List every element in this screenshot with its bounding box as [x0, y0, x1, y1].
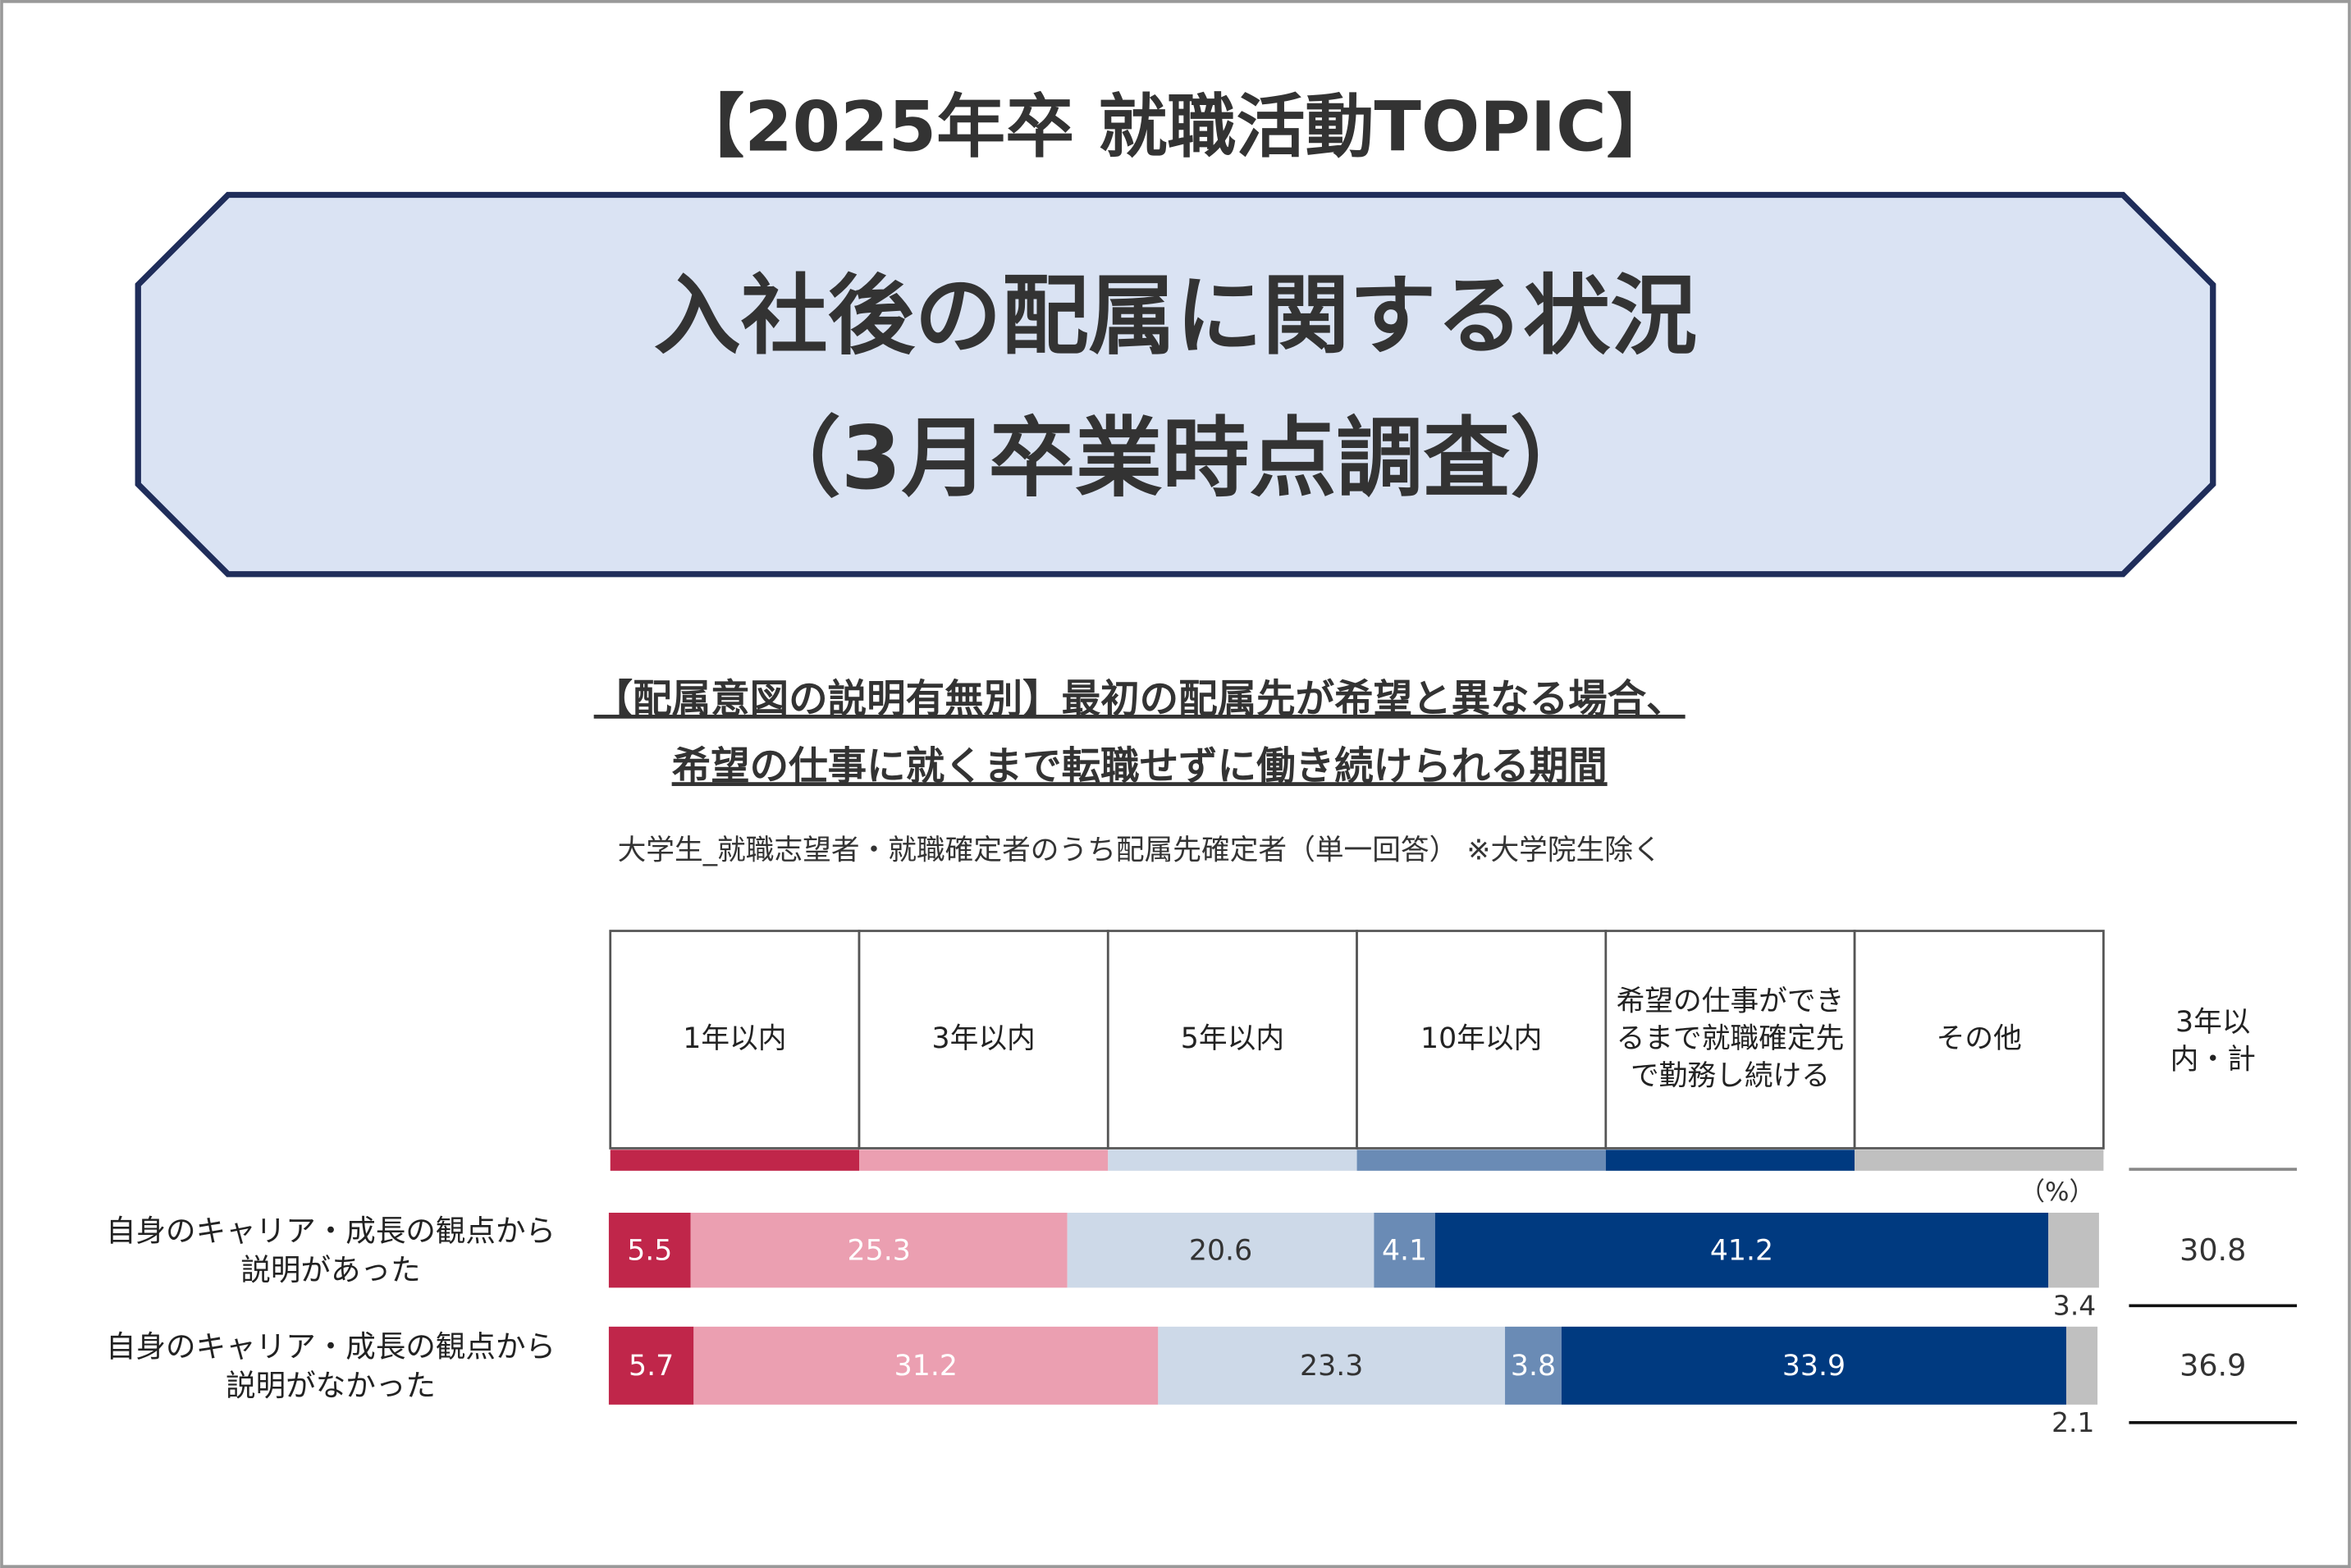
- bar-segment: [608, 1326, 694, 1405]
- row-label: 自身のキャリア・成長の観点から説明がなかった: [105, 1328, 556, 1404]
- value-label: 2.1: [2051, 1406, 2094, 1438]
- legend-swatch: [610, 1150, 860, 1171]
- total-header: 3年以内・計: [2170, 1006, 2256, 1077]
- bar-segment: [1434, 1213, 2049, 1288]
- legend-cell: [858, 930, 1109, 1150]
- value-label: 3.4: [2053, 1290, 2096, 1322]
- legend-label-box: その他: [1936, 1022, 2022, 1056]
- value-label: 25.3: [848, 1235, 911, 1268]
- title-box: [135, 191, 2216, 578]
- value-label: 3.8: [1511, 1350, 1556, 1383]
- row-label-box: 自身のキャリア・成長の観点から説明があった: [105, 1213, 556, 1288]
- legend-label-box: 3年以内: [931, 1022, 1036, 1056]
- row-label-box: 自身のキャリア・成長の観点から説明がなかった: [105, 1328, 556, 1404]
- total-value: 30.8: [2179, 1232, 2246, 1268]
- legend-label: 3年以内: [931, 1022, 1036, 1056]
- row-label: 自身のキャリア・成長の観点から説明があった: [105, 1213, 556, 1288]
- legend-cell: [1356, 930, 1608, 1150]
- bar-segment: [608, 1213, 691, 1288]
- chart-title: 希望の仕事に就くまで転職せずに働き続けられる期間: [672, 744, 1608, 789]
- bar-segment: [1505, 1326, 1562, 1405]
- bar-segment: [690, 1213, 1068, 1288]
- bar-segment: [1374, 1213, 1435, 1288]
- chart-title: 【配属意図の説明有無別】最初の配属先が希望と異なる場合、: [594, 677, 1685, 722]
- legend-label: 希望の仕事ができるまで就職確定先で勤務し続ける: [1616, 985, 1845, 1093]
- bar-segment: [1561, 1326, 2066, 1405]
- legend-cell: [1853, 930, 2105, 1150]
- value-label: 5.7: [629, 1350, 674, 1383]
- total-header-box: 3年以内・計: [2170, 1006, 2256, 1077]
- value-label: 20.6: [1189, 1235, 1252, 1268]
- legend-cell: [1604, 930, 1856, 1150]
- legend-swatch: [1855, 1150, 2104, 1171]
- bar-segment: [1158, 1326, 1506, 1405]
- value-label: 41.2: [1710, 1235, 1773, 1268]
- bar-segment: [2065, 1326, 2098, 1405]
- legend-swatch: [1356, 1150, 1606, 1171]
- legend-label: その他: [1936, 1022, 2022, 1056]
- total-value: 36.9: [2179, 1348, 2246, 1383]
- legend-label-box: 希望の仕事ができるまで就職確定先で勤務し続ける: [1616, 985, 1845, 1093]
- main-title: 入社後の配属に関する状況: [654, 266, 1697, 367]
- bar-segment: [1067, 1213, 1374, 1288]
- value-label: 5.5: [627, 1235, 672, 1268]
- value-label: 23.3: [1300, 1350, 1363, 1383]
- legend-swatch: [859, 1150, 1109, 1171]
- legend-label-box: 1年以内: [683, 1022, 787, 1056]
- value-label: 33.9: [1782, 1350, 1846, 1383]
- topic: 【2025年卒 就職活動TOPIC】: [675, 87, 1676, 167]
- legend-label: 5年以内: [1180, 1022, 1285, 1056]
- legend-swatch: [1108, 1150, 1357, 1171]
- legend-swatch: [1605, 1150, 1855, 1171]
- legend-label-box: 10年以内: [1420, 1022, 1543, 1056]
- chart-note: 大学生_就職志望者・就職確定者のうち配属先確定者（単一回答） ※大学院生除く: [618, 834, 1662, 867]
- unit-label: （%）: [2019, 1177, 2095, 1207]
- legend-cell: [609, 930, 861, 1150]
- main-title: （3月卒業時点調査）: [754, 408, 1597, 509]
- value-label: 4.1: [1382, 1235, 1427, 1268]
- legend-cell: [1106, 930, 1358, 1150]
- legend-label: 10年以内: [1420, 1022, 1543, 1056]
- bar-segment: [693, 1326, 1159, 1405]
- bar-segment: [2048, 1213, 2099, 1288]
- legend-label-box: 5年以内: [1180, 1022, 1285, 1056]
- value-label: 31.2: [894, 1350, 958, 1383]
- legend-label: 1年以内: [683, 1022, 787, 1056]
